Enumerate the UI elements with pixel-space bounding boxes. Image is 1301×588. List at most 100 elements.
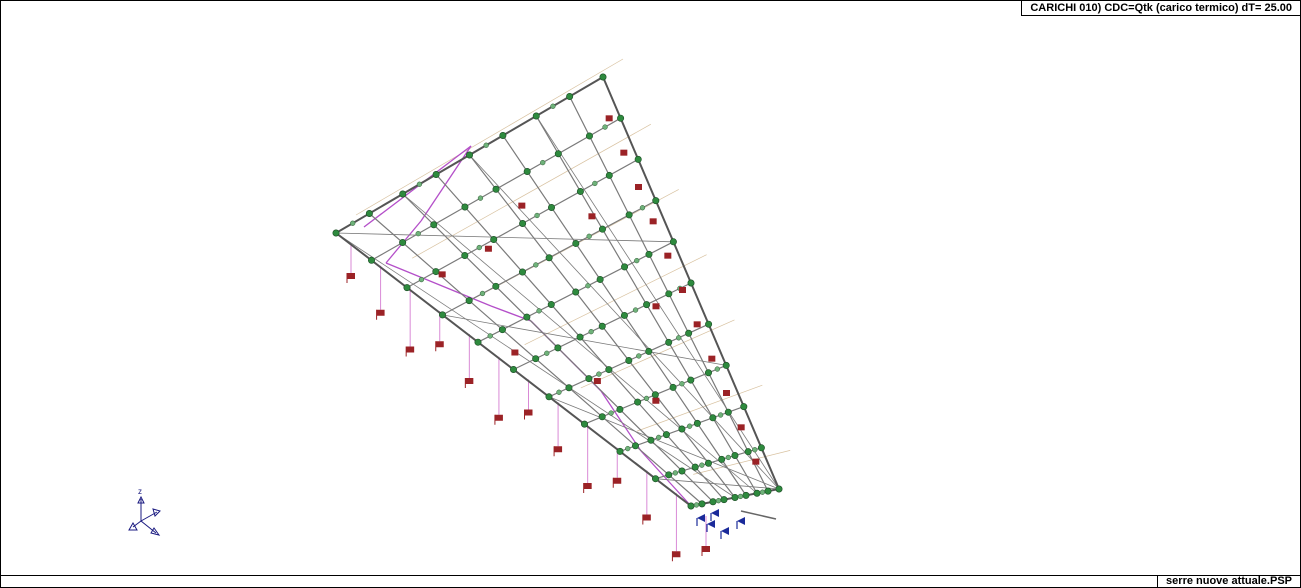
node-marker	[704, 369, 712, 377]
node-marker	[709, 414, 717, 422]
node-marker	[585, 132, 593, 140]
node-marker	[625, 356, 633, 364]
node-marker	[678, 467, 686, 475]
load-marker	[652, 397, 660, 404]
node-marker	[432, 268, 440, 276]
node-marker	[620, 311, 628, 319]
node-marker	[519, 220, 527, 228]
brace-line	[600, 390, 642, 452]
support-constraint	[707, 520, 715, 528]
node-marker	[576, 187, 584, 195]
node-marker	[566, 93, 574, 101]
node-marker	[737, 493, 744, 500]
node-marker	[598, 413, 606, 421]
node-marker	[554, 150, 562, 158]
node-marker	[687, 376, 695, 384]
load-marker	[518, 202, 526, 209]
node-marker	[523, 167, 531, 175]
structural-model-view[interactable]: z	[1, 1, 1300, 573]
node-marker	[759, 489, 766, 495]
node-marker	[605, 171, 613, 179]
node-marker	[490, 236, 498, 244]
node-marker	[678, 425, 686, 433]
node-marker	[725, 454, 731, 461]
node-marker	[418, 276, 425, 283]
node-marker	[704, 459, 712, 467]
support-constraint	[697, 514, 705, 522]
node-marker	[731, 452, 739, 460]
node-marker	[687, 279, 695, 287]
node-marker	[332, 229, 340, 237]
load-marker	[649, 218, 657, 225]
node-marker	[731, 493, 739, 501]
node-marker	[669, 383, 677, 391]
axes-triad-icon: z	[128, 487, 161, 536]
node-marker	[533, 262, 539, 268]
node-marker	[586, 233, 592, 239]
node-marker	[477, 195, 484, 201]
node-marker	[764, 487, 772, 495]
support-constraint	[721, 527, 729, 535]
support-beam	[740, 510, 777, 520]
node-marker	[492, 282, 500, 290]
load-marker	[708, 355, 716, 362]
load-marker	[406, 346, 415, 353]
diagonal-member	[402, 193, 758, 494]
load-marker	[702, 546, 710, 552]
axis-z-label: z	[138, 487, 142, 496]
node-marker	[540, 159, 546, 166]
node-marker	[367, 256, 375, 264]
node-marker	[365, 210, 373, 218]
node-marker	[720, 496, 728, 504]
node-marker	[693, 502, 700, 508]
load-marker	[347, 273, 355, 279]
load-marker	[554, 446, 563, 453]
node-marker	[669, 238, 677, 246]
node-marker	[617, 114, 625, 122]
node-marker	[691, 463, 699, 471]
node-marker	[753, 489, 761, 497]
node-marker	[415, 231, 421, 237]
load-marker	[484, 245, 492, 252]
node-marker	[598, 322, 606, 330]
load-marker	[613, 477, 622, 484]
node-marker	[608, 410, 614, 416]
node-marker	[645, 347, 653, 355]
node-marker	[523, 313, 531, 321]
node-marker	[605, 366, 613, 374]
diagonal-member	[535, 115, 780, 490]
node-marker	[465, 151, 473, 159]
load-marker	[679, 287, 686, 293]
node-marker	[602, 124, 608, 130]
node-marker	[518, 268, 526, 276]
node-marker	[679, 381, 685, 387]
node-marker	[438, 311, 446, 319]
hatch-line	[580, 319, 735, 389]
node-marker	[672, 470, 679, 476]
node-marker	[698, 500, 706, 508]
node-marker	[547, 301, 555, 309]
support-constraint	[737, 517, 745, 525]
node-marker	[724, 408, 732, 416]
node-marker	[479, 290, 486, 297]
node-marker	[722, 361, 730, 369]
node-markers	[332, 73, 783, 510]
load-marker	[494, 414, 503, 421]
node-marker	[639, 205, 646, 211]
diagonal-member	[548, 396, 780, 490]
node-marker	[536, 308, 542, 314]
diagonal-member	[469, 154, 780, 490]
load-marker	[723, 390, 730, 396]
node-marker	[596, 371, 602, 377]
node-marker	[625, 211, 633, 219]
node-marker	[740, 403, 748, 411]
node-marker	[636, 353, 642, 359]
node-marker	[676, 335, 682, 341]
load-case-title: CARICHI 010) CDC=Qtk (carico termico) dT…	[1021, 1, 1300, 16]
load-marker	[635, 184, 642, 190]
node-marker	[752, 447, 758, 453]
node-marker	[585, 375, 593, 383]
node-marker	[483, 142, 489, 148]
node-marker	[550, 103, 556, 109]
